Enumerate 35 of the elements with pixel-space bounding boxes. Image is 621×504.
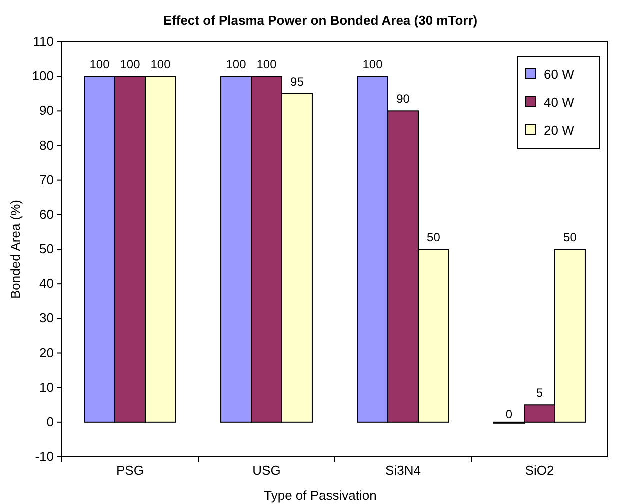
y-tick-label: 40: [40, 276, 54, 292]
legend-label: 60 W: [544, 67, 576, 82]
data-label: 5: [536, 386, 544, 400]
data-label: 100: [120, 58, 141, 72]
y-tick-label: 80: [40, 138, 54, 153]
y-axis-title: Bonded Area (%): [8, 200, 23, 300]
y-tick-label: 30: [40, 310, 54, 326]
data-label: 100: [226, 58, 247, 72]
chart-title: Effect of Plasma Power on Bonded Area (30 mTorr): [163, 13, 478, 28]
x-axis-title: Type of Passivation: [264, 488, 377, 503]
x-tick-label: PSG: [116, 463, 144, 478]
y-tick-label: 90: [40, 103, 54, 118]
data-label: 100: [150, 58, 172, 72]
data-label: 0: [506, 407, 513, 422]
data-label: 100: [256, 58, 278, 72]
data-label: 50: [564, 230, 578, 244]
data-label: 95: [290, 74, 304, 89]
data-label: 50: [427, 230, 441, 244]
y-tick-label: 50: [40, 242, 54, 256]
x-tick-label: Si3N4: [386, 463, 421, 478]
legend-label: 20 W: [544, 123, 576, 138]
y-tick-label: 60: [40, 206, 54, 222]
y-tick-label: 100: [32, 68, 54, 84]
data-label: 90: [396, 92, 410, 106]
y-tick-label: -10: [35, 449, 54, 464]
x-tick-label: USG: [252, 463, 281, 478]
y-tick-label: 70: [40, 172, 54, 188]
legend-label: 40 W: [544, 95, 576, 110]
y-tick-label: 110: [33, 34, 54, 49]
data-label: 100: [362, 58, 384, 72]
y-tick-label: 20: [40, 345, 54, 360]
x-tick-label: SiO2: [525, 463, 554, 478]
y-tick-label: 0: [46, 414, 54, 430]
data-label: 100: [90, 58, 110, 72]
y-tick-label: 10: [40, 380, 54, 395]
